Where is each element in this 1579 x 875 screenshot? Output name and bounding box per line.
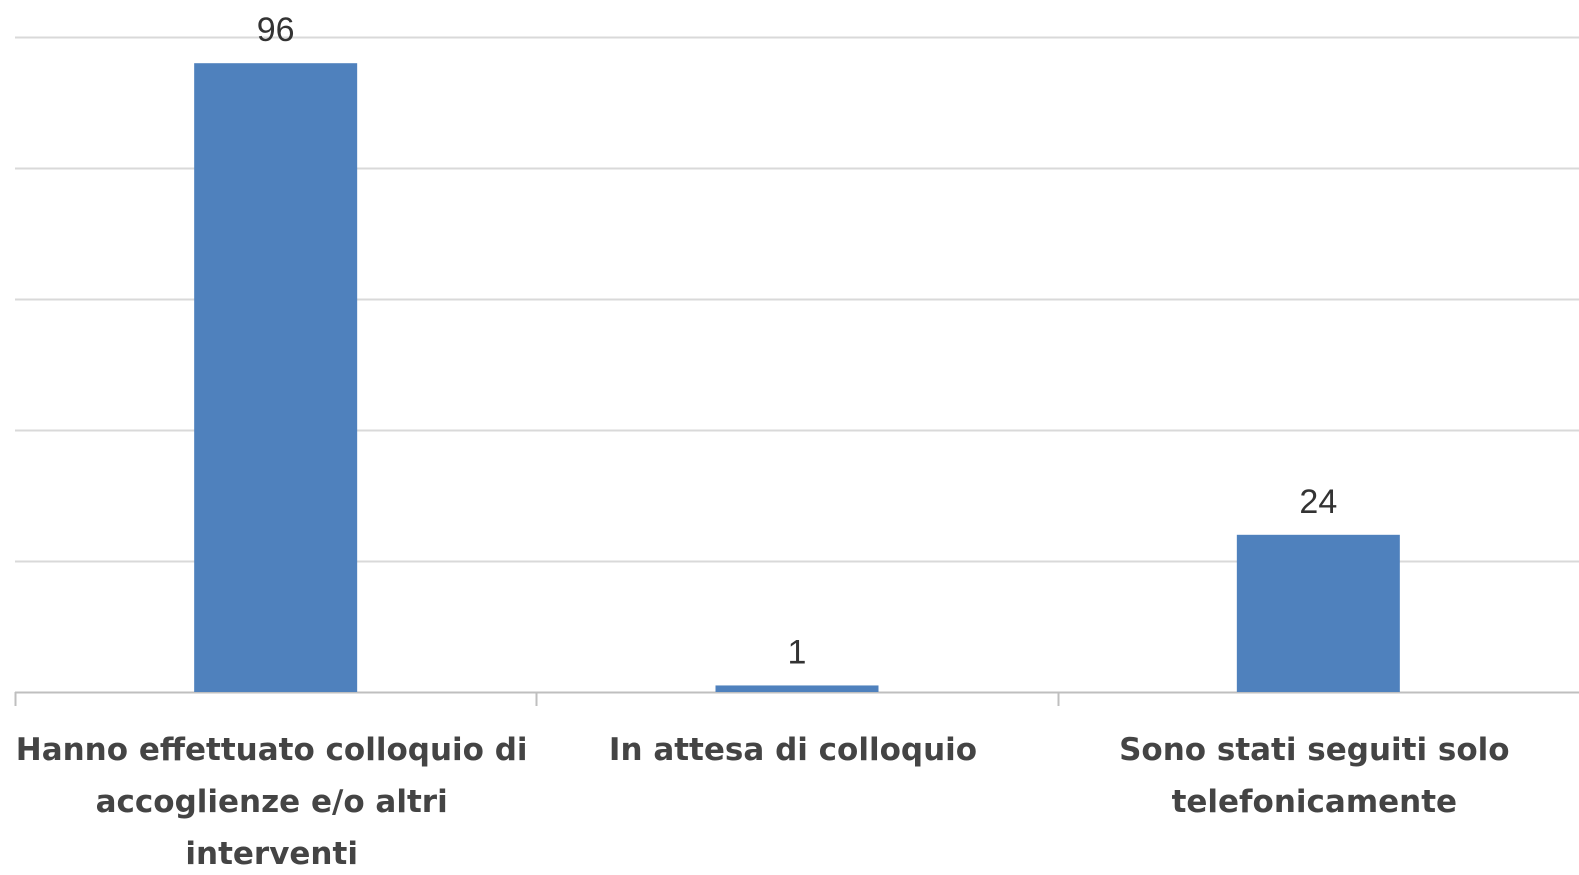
bar [1236,534,1400,692]
category-label: interventi [185,836,358,872]
data-label: 24 [1299,483,1337,521]
data-label: 1 [788,633,807,671]
category-label: telefonicamente [1172,784,1458,820]
category-label: In attesa di colloquio [609,732,977,768]
bars [194,63,1400,692]
bar [194,63,358,692]
category-label: Hanno effettuato colloquio di [16,732,528,768]
category-label: accoglienze e/o altri [96,784,448,820]
data-labels: 96 1 24 [257,11,1337,671]
category-labels: Hanno effettuato colloquio di accoglienze… [16,732,1510,872]
x-axis [14,691,1579,706]
bar [715,685,879,692]
category-label: Sono stati seguiti solo [1119,732,1509,768]
data-label: 96 [257,11,295,49]
